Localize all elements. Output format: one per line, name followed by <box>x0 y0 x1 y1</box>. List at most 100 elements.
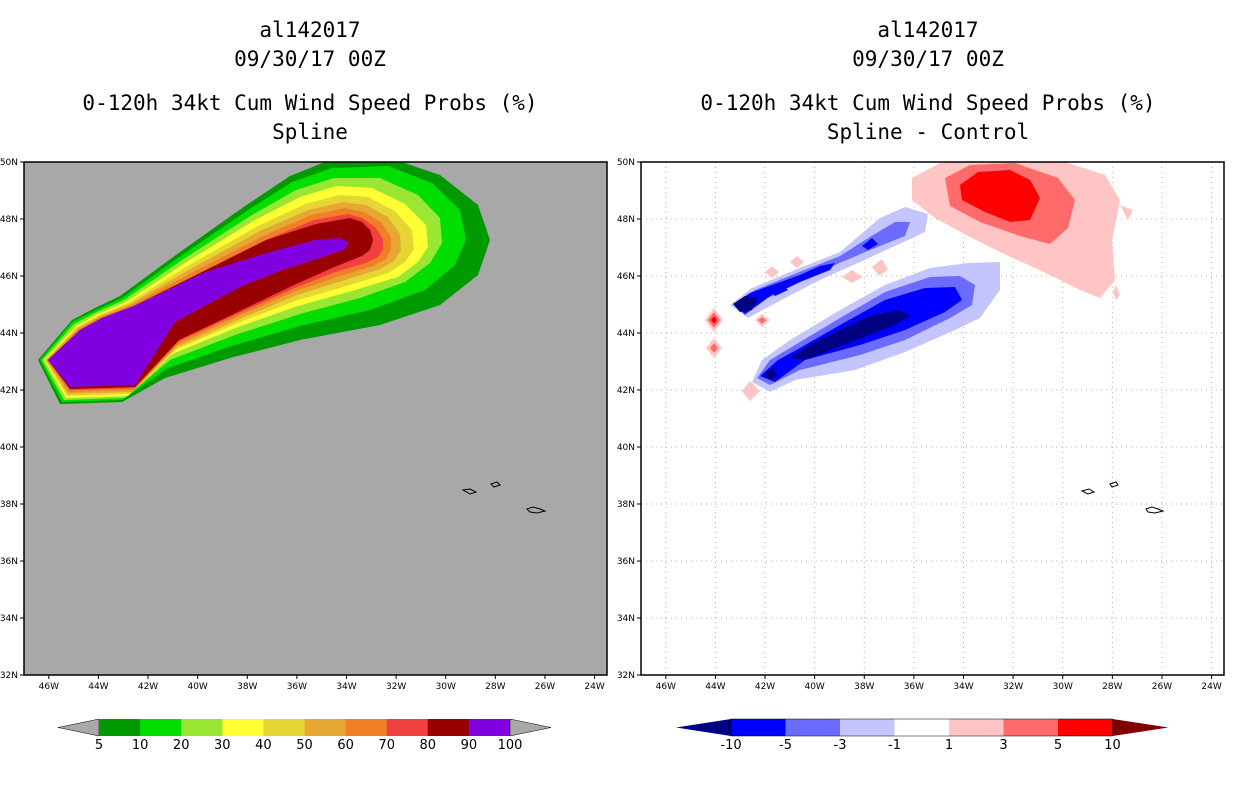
diff-contour-pos1-blob <box>1113 285 1120 300</box>
colorbar-swatch <box>304 719 347 736</box>
island-flores-outline <box>1080 488 1096 495</box>
right-panel-title-block: al142017 09/30/17 00Z 0-120h 34kt Cum Wi… <box>618 16 1236 147</box>
right-y-tick-label: 48N <box>617 215 635 225</box>
right-azores-islands <box>1080 481 1165 514</box>
diff-contour-pos5-north <box>960 170 1040 222</box>
colorbar-label: 20 <box>173 738 190 753</box>
right-x-tick-label: 30W <box>1053 682 1073 692</box>
left-x-tick-label: 24W <box>584 682 604 692</box>
left-y-tick-label: 34N <box>0 614 18 624</box>
left-map-panel: 46W 44W 42W 40W 38W 36W 34W 32W 30W 28W 26W 24W 32N 3… <box>0 158 608 692</box>
colorbar-label: 5 <box>1054 738 1062 753</box>
left-panel-title-block: al142017 09/30/17 00Z 0-120h 34kt Cum Wi… <box>0 16 620 147</box>
right-x-tick-label: 24W <box>1201 682 1221 692</box>
colorbar-label: 1 <box>945 738 953 753</box>
diff-contour-neg5-upper-blob <box>770 285 788 296</box>
colorbar-swatch <box>1058 719 1113 736</box>
colorbar-swatch <box>99 719 141 736</box>
colorbar-swatch <box>949 719 1004 736</box>
left-x-tick-label: 44W <box>88 682 108 692</box>
colorbar-swatch <box>222 719 264 736</box>
right-x-tick-label: 32W <box>1003 682 1023 692</box>
left-y-tick-label: 48N <box>0 215 18 225</box>
right-y-tick-label: 36N <box>617 557 635 567</box>
diff-contour-pos1-blob <box>842 270 862 283</box>
colorbar-label: 60 <box>337 738 354 753</box>
left-y-tick-label: 38N <box>0 500 18 510</box>
colorbar-over-triangle <box>1112 719 1169 736</box>
left-y-tick-label: 50N <box>0 158 18 168</box>
right-x-tick-label: 42W <box>755 682 775 692</box>
left-probability-contours <box>38 162 490 404</box>
left-chart-subtitle: Spline <box>272 120 348 144</box>
right-y-tick-label: 46N <box>617 272 635 282</box>
right-y-tick-label: 40N <box>617 443 635 453</box>
right-x-tick-label: 34W <box>953 682 973 692</box>
diff-contour-pos1-blob <box>765 266 779 278</box>
left-x-tick-label: 26W <box>535 682 555 692</box>
colorbar-label: -1 <box>888 738 901 753</box>
right-x-tick-label: 38W <box>854 682 874 692</box>
right-map-panel: 46W 44W 42W 40W 38W 36W 34W 32W 30W 28W 26W 24W 32N 3… <box>617 158 1225 692</box>
colorbar-swatch <box>345 719 388 736</box>
left-x-tick-label: 34W <box>336 682 356 692</box>
right-axis-ticks: 46W 44W 42W 40W 38W 36W 34W 32W 30W 28W 26W 24W 32N 3… <box>617 158 1222 692</box>
left-x-tick-label: 36W <box>287 682 307 692</box>
left-y-tick-label: 40N <box>0 443 18 453</box>
colorbar-label: 90 <box>461 738 478 753</box>
colorbar-label: 10 <box>1104 738 1121 753</box>
left-storm-id: al142017 <box>259 18 361 42</box>
diff-contour-pos5-blob <box>711 316 717 324</box>
island-terceira-outline <box>490 481 501 488</box>
colorbar-swatch <box>386 719 429 736</box>
diff-contour-neg5-upper-blob <box>862 238 878 250</box>
left-x-tick-label: 42W <box>138 682 158 692</box>
right-y-tick-label: 50N <box>617 158 635 168</box>
colorbar-swatch <box>894 719 950 736</box>
left-plot-frame <box>23 161 608 676</box>
colorbar-swatch <box>785 719 841 736</box>
right-x-tick-label: 28W <box>1102 682 1122 692</box>
left-y-tick-label: 46N <box>0 272 18 282</box>
island-terceira-outline <box>1109 481 1119 488</box>
colorbar-over-triangle <box>509 718 552 737</box>
diff-contour-pos1-blob <box>790 256 804 268</box>
left-y-tick-label: 32N <box>0 671 18 681</box>
left-y-tick-label: 42N <box>0 386 18 396</box>
colorbar-swatch <box>468 719 511 736</box>
right-chart-subtitle: Spline - Control <box>826 120 1030 144</box>
colorbar-swatch <box>427 719 470 736</box>
colorbar-label: 50 <box>296 738 313 753</box>
left-y-tick-label: 44N <box>0 329 18 339</box>
right-datetime: 09/30/17 00Z <box>852 47 1004 71</box>
diff-contour-pos1-blob <box>872 259 888 276</box>
colorbar-swatch <box>181 719 223 736</box>
colorbar-swatch <box>840 719 895 736</box>
colorbar-label: 80 <box>420 738 437 753</box>
diff-contour-neg10-upper <box>733 296 758 312</box>
colorbar-label: 10 <box>132 738 149 753</box>
colorbar-label: -10 <box>720 738 741 753</box>
left-x-tick-label: 30W <box>436 682 456 692</box>
right-y-tick-label: 38N <box>617 500 635 510</box>
island-flores-outline <box>461 488 478 495</box>
left-chart-title: 0-120h 34kt Cum Wind Speed Probs (%) <box>82 91 538 115</box>
colorbar-under-triangle <box>57 718 100 737</box>
colorbar-label: 3 <box>999 738 1007 753</box>
colorbar-label: 70 <box>378 738 395 753</box>
island-sao-miguel-outline <box>526 506 547 514</box>
colorbar-label: 40 <box>255 738 272 753</box>
left-x-tick-label: 28W <box>485 682 505 692</box>
island-sao-miguel-outline <box>1145 506 1165 514</box>
left-axis-ticks: 46W 44W 42W 40W 38W 36W 34W 32W 30W 28W 26W 24W 32N 3… <box>0 158 605 692</box>
colorbar-label: -5 <box>779 738 792 753</box>
colorbar-label: 5 <box>95 738 103 753</box>
left-y-tick-label: 36N <box>0 557 18 567</box>
right-plot-frame <box>640 161 1225 676</box>
colorbar-swatch <box>263 719 305 736</box>
left-x-tick-label: 40W <box>187 682 207 692</box>
left-x-tick-label: 32W <box>386 682 406 692</box>
right-x-tick-label: 44W <box>705 682 725 692</box>
diff-contour-pos3-blob <box>710 343 718 353</box>
